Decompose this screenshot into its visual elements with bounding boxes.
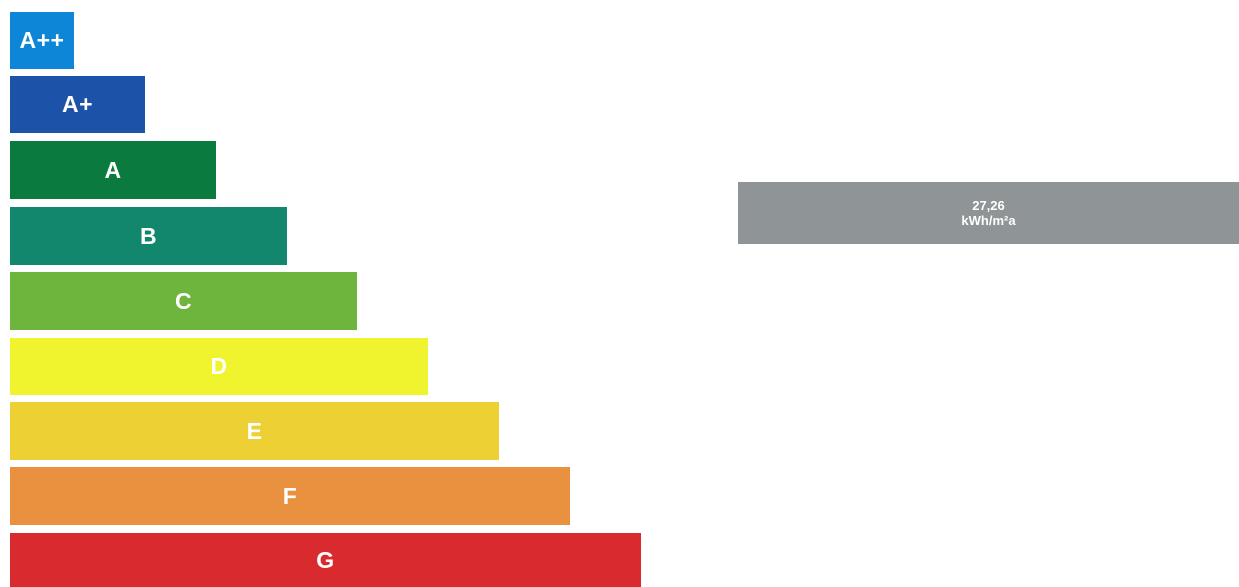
band-label: D <box>210 353 228 379</box>
band-label: G <box>316 546 335 573</box>
band-label: E <box>246 417 263 444</box>
band-c: C <box>10 272 357 330</box>
band-label: B <box>139 222 158 249</box>
consumption-unit: kWh/m²a <box>961 213 1016 228</box>
band-label: F <box>282 482 298 509</box>
band-label: A+ <box>61 91 94 117</box>
band-label: C <box>174 287 193 314</box>
band-label: A++ <box>19 27 65 53</box>
band-d: D <box>10 338 428 395</box>
consumption-indicator: 27,26 kWh/m²a <box>738 182 1239 244</box>
band-a-plus-plus: A++ <box>10 12 74 69</box>
band-g: G <box>10 533 641 587</box>
band-label: A <box>104 156 122 183</box>
band-a: A <box>10 141 216 199</box>
band-b: B <box>10 207 287 265</box>
band-f: F <box>10 467 570 525</box>
consumption-value: 27,26 <box>972 198 1005 213</box>
band-e: E <box>10 402 499 460</box>
band-a-plus: A+ <box>10 76 145 133</box>
